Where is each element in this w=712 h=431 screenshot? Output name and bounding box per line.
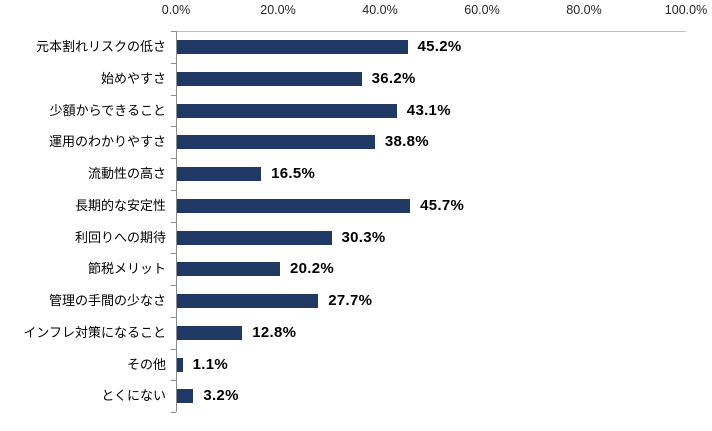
category-label: 管理の手間の少なさ — [48, 293, 166, 308]
bar — [177, 167, 262, 181]
chart-row: 利回りへの期待 30.3% — [0, 222, 712, 254]
chart-row: 運用のわかりやすさ 38.8% — [0, 126, 712, 158]
value-label: 38.8% — [384, 133, 429, 151]
bar — [177, 262, 281, 277]
x-axis-tick-label: 100.0% — [664, 3, 708, 17]
category-axis-tick — [171, 316, 176, 318]
category-axis-tick — [171, 253, 176, 255]
category-axis-tick — [171, 221, 176, 223]
category-label: 少額からできること — [49, 102, 166, 118]
category-axis-tick — [171, 158, 176, 159]
category-label: その他 — [126, 356, 166, 372]
x-axis-tick-label: 60.0% — [464, 3, 500, 17]
category-axis-tick — [171, 380, 176, 382]
bar — [177, 71, 362, 86]
x-axis-tick-label: 40.0% — [362, 3, 398, 17]
category-axis-tick — [171, 31, 176, 32]
category-label: とくにない — [101, 388, 166, 404]
value-label: 45.2% — [417, 38, 462, 55]
value-label: 27.7% — [328, 292, 373, 309]
x-axis-tick-label: 0.0% — [161, 3, 191, 17]
value-label: 43.1% — [406, 101, 451, 119]
bar — [177, 230, 332, 245]
bar — [177, 103, 397, 118]
value-label: 30.3% — [341, 228, 386, 246]
bar — [177, 389, 194, 404]
category-label: 元本割れリスクの低さ — [35, 39, 166, 54]
category-axis-tick — [171, 285, 176, 286]
x-axis-tick-label: 20.0% — [260, 3, 296, 17]
x-axis-tick-label: 80.0% — [566, 3, 602, 17]
category-axis-line — [176, 31, 177, 412]
category-label: 長期的な安定性 — [74, 197, 166, 213]
value-label: 16.5% — [271, 165, 316, 182]
chart-row: インフレ対策になること 12.8% — [0, 317, 712, 349]
value-label: 12.8% — [252, 323, 297, 341]
chart-row: とくにない 3.2% — [0, 380, 712, 412]
category-axis-tick — [171, 126, 176, 128]
value-label: 3.2% — [203, 387, 239, 405]
chart-row: 節税メリット 20.2% — [0, 253, 712, 285]
bar — [177, 198, 411, 213]
category-label: 節税メリット — [87, 261, 166, 277]
value-label: 1.1% — [192, 355, 228, 373]
value-label: 36.2% — [371, 69, 416, 87]
value-label: 20.2% — [290, 260, 335, 278]
category-label: インフレ対策になること — [23, 324, 166, 340]
chart-row: 少額からできること 43.1% — [0, 95, 712, 127]
bar — [177, 325, 243, 340]
plot-top-border — [176, 31, 686, 32]
bar — [177, 40, 408, 54]
chart-row: 元本割れリスクの低さ 45.2% — [0, 31, 712, 63]
chart-row: 流動性の高さ 16.5% — [0, 158, 712, 190]
bar — [177, 294, 319, 308]
category-label: 始めやすさ — [100, 70, 166, 86]
chart-row: 始めやすさ 36.2% — [0, 63, 712, 95]
category-axis-tick — [171, 348, 176, 350]
category-axis-tick — [171, 189, 176, 191]
bar — [177, 135, 375, 150]
category-label: 利回りへの期待 — [74, 229, 166, 245]
chart-row: 長期的な安定性 45.7% — [0, 190, 712, 222]
value-label: 45.7% — [420, 196, 465, 214]
category-axis-tick — [171, 94, 176, 96]
category-label: 運用のわかりやすさ — [48, 134, 166, 150]
chart-row: その他 1.1% — [0, 349, 712, 381]
category-axis-tick — [171, 62, 176, 64]
category-axis-tick — [171, 412, 176, 413]
category-label: 流動性の高さ — [87, 166, 166, 181]
bar — [177, 357, 183, 372]
chart-row: 管理の手間の少なさ 27.7% — [0, 285, 712, 317]
